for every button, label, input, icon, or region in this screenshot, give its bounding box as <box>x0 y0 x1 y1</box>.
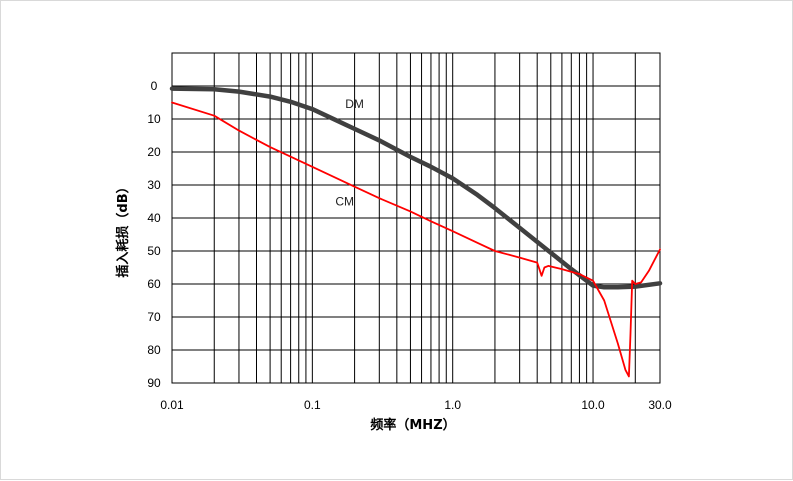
y-tick-label: 20 <box>147 145 161 159</box>
y-axis-title: 插入耗损（dB） <box>115 180 131 277</box>
series-layer <box>169 86 663 378</box>
x-tick-label: 30.0 <box>648 398 672 412</box>
x-tick-labels: 0.01 0.1 1.0 10.0 30.0 <box>160 398 672 412</box>
x-tick-label: 1.0 <box>444 398 461 412</box>
series-label-cm: CM <box>335 195 354 209</box>
x-tick-label: 0.01 <box>160 398 184 412</box>
y-tick-label: 30 <box>147 178 161 192</box>
y-tick-label: 90 <box>147 376 161 390</box>
y-tick-label: 0 <box>151 79 158 93</box>
y-tick-label: 80 <box>147 343 161 357</box>
series-line-dm <box>169 86 663 290</box>
series-label-dm: DM <box>345 97 364 111</box>
y-tick-label: 70 <box>147 310 161 324</box>
y-tick-label: 60 <box>147 277 161 291</box>
x-tick-label: 0.1 <box>304 398 321 412</box>
series-line-cm <box>171 101 661 378</box>
y-tick-labels: 0 10 20 30 40 50 60 70 80 90 <box>147 79 161 390</box>
x-axis-title: 频率（MHZ） <box>370 417 455 433</box>
plot-border <box>171 52 661 384</box>
x-tick-label: 10.0 <box>581 398 605 412</box>
series-annotations: DM CM <box>335 97 364 208</box>
y-tick-label: 40 <box>147 211 161 225</box>
y-tick-label: 50 <box>147 244 161 258</box>
y-tick-label: 10 <box>147 112 161 126</box>
